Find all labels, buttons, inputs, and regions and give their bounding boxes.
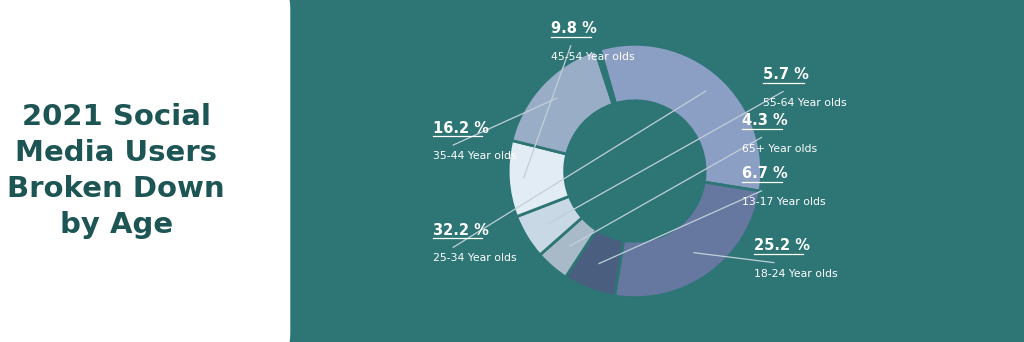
Text: 55-64 Year olds: 55-64 Year olds: [763, 98, 847, 108]
Text: 4.3 %: 4.3 %: [741, 113, 787, 128]
Wedge shape: [600, 44, 762, 191]
Wedge shape: [595, 49, 615, 104]
Text: 18-24 Year olds: 18-24 Year olds: [754, 269, 838, 279]
Text: 13-17 Year olds: 13-17 Year olds: [741, 197, 825, 207]
Wedge shape: [565, 230, 624, 296]
Text: 9.8 %: 9.8 %: [551, 21, 597, 36]
Text: 6.7 %: 6.7 %: [741, 166, 787, 181]
Text: 45-54 Year olds: 45-54 Year olds: [551, 52, 635, 62]
Wedge shape: [540, 218, 596, 277]
Text: 65+ Year olds: 65+ Year olds: [741, 144, 817, 154]
Wedge shape: [512, 51, 613, 154]
Wedge shape: [614, 182, 760, 298]
FancyBboxPatch shape: [0, 0, 291, 342]
Text: 35-44 Year olds: 35-44 Year olds: [433, 151, 517, 161]
Text: 25-34 Year olds: 25-34 Year olds: [433, 253, 517, 263]
Wedge shape: [517, 196, 583, 255]
Text: 16.2 %: 16.2 %: [433, 121, 489, 135]
Wedge shape: [508, 141, 569, 216]
Text: 32.2 %: 32.2 %: [433, 223, 489, 238]
Text: 5.7 %: 5.7 %: [763, 67, 809, 82]
Text: 2021 Social
Media Users
Broken Down
by Age: 2021 Social Media Users Broken Down by A…: [7, 103, 225, 239]
Text: 25.2 %: 25.2 %: [754, 238, 810, 253]
